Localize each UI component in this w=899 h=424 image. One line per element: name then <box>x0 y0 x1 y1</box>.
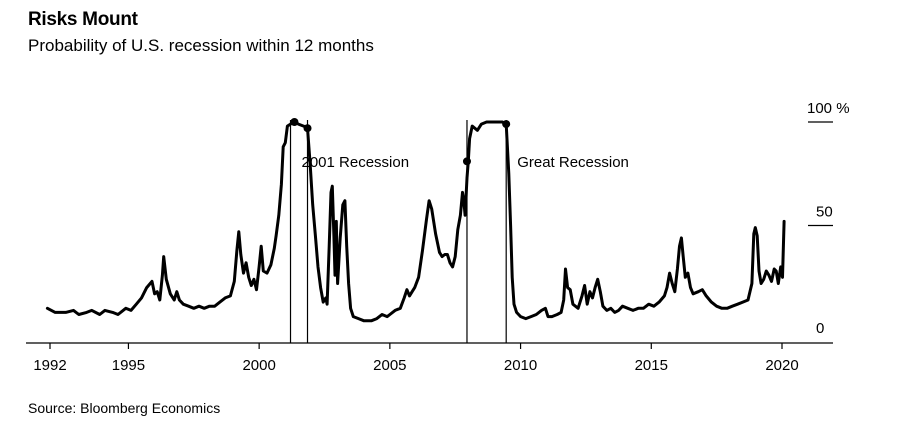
x-tick-label: 2005 <box>373 357 406 374</box>
x-tick-label: 2015 <box>635 357 668 374</box>
x-tick-label: 2000 <box>242 357 275 374</box>
y-axis: 0 50 100 % <box>807 100 850 337</box>
recession-periods: 2001 Recession Great Recession <box>289 120 629 343</box>
event-marker-dot <box>462 157 471 166</box>
y-tick-label: 0 <box>816 320 824 337</box>
y-tick-label: 50 <box>816 204 833 221</box>
event-marker-dot <box>290 118 299 126</box>
event-markers <box>290 118 511 166</box>
event-marker-dot <box>303 124 312 133</box>
x-tick-label: 1992 <box>33 357 66 374</box>
x-axis: 1992 1995 2000 2005 2010 2015 2020 <box>33 343 799 374</box>
x-tick-label: 2020 <box>765 357 798 374</box>
recession-2001-label: 2001 Recession <box>302 154 410 171</box>
probability-line <box>45 120 786 323</box>
chart-subtitle: Probability of U.S. recession within 12 … <box>28 36 374 55</box>
great-recession-label: Great Recession <box>517 154 629 171</box>
x-tick-label: 1995 <box>112 357 145 374</box>
x-tick-label: 2010 <box>504 357 537 374</box>
event-marker-dot <box>502 120 511 129</box>
source-note: Source: Bloomberg Economics <box>28 400 221 416</box>
chart-title: Risks Mount <box>28 9 138 30</box>
y-tick-label: 100 % <box>807 100 850 117</box>
series <box>45 120 786 323</box>
